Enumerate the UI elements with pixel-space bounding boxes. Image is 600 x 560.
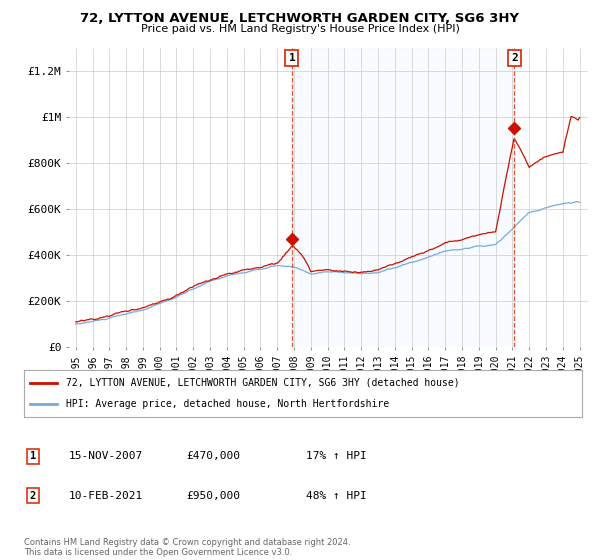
Text: Price paid vs. HM Land Registry's House Price Index (HPI): Price paid vs. HM Land Registry's House … xyxy=(140,24,460,34)
Text: 72, LYTTON AVENUE, LETCHWORTH GARDEN CITY, SG6 3HY (detached house): 72, LYTTON AVENUE, LETCHWORTH GARDEN CIT… xyxy=(66,378,460,388)
Text: £470,000: £470,000 xyxy=(186,451,240,461)
Text: 17% ↑ HPI: 17% ↑ HPI xyxy=(306,451,367,461)
Text: HPI: Average price, detached house, North Hertfordshire: HPI: Average price, detached house, Nort… xyxy=(66,399,389,409)
Text: Contains HM Land Registry data © Crown copyright and database right 2024.
This d: Contains HM Land Registry data © Crown c… xyxy=(24,538,350,557)
Text: 2: 2 xyxy=(511,53,518,63)
Bar xyxy=(292,48,514,347)
Text: 1: 1 xyxy=(289,53,295,63)
Text: 72, LYTTON AVENUE, LETCHWORTH GARDEN CITY, SG6 3HY: 72, LYTTON AVENUE, LETCHWORTH GARDEN CIT… xyxy=(80,12,520,25)
Text: 48% ↑ HPI: 48% ↑ HPI xyxy=(306,491,367,501)
Text: £950,000: £950,000 xyxy=(186,491,240,501)
Text: 10-FEB-2021: 10-FEB-2021 xyxy=(69,491,143,501)
Text: 15-NOV-2007: 15-NOV-2007 xyxy=(69,451,143,461)
Text: 2: 2 xyxy=(30,491,36,501)
Text: 1: 1 xyxy=(30,451,36,461)
